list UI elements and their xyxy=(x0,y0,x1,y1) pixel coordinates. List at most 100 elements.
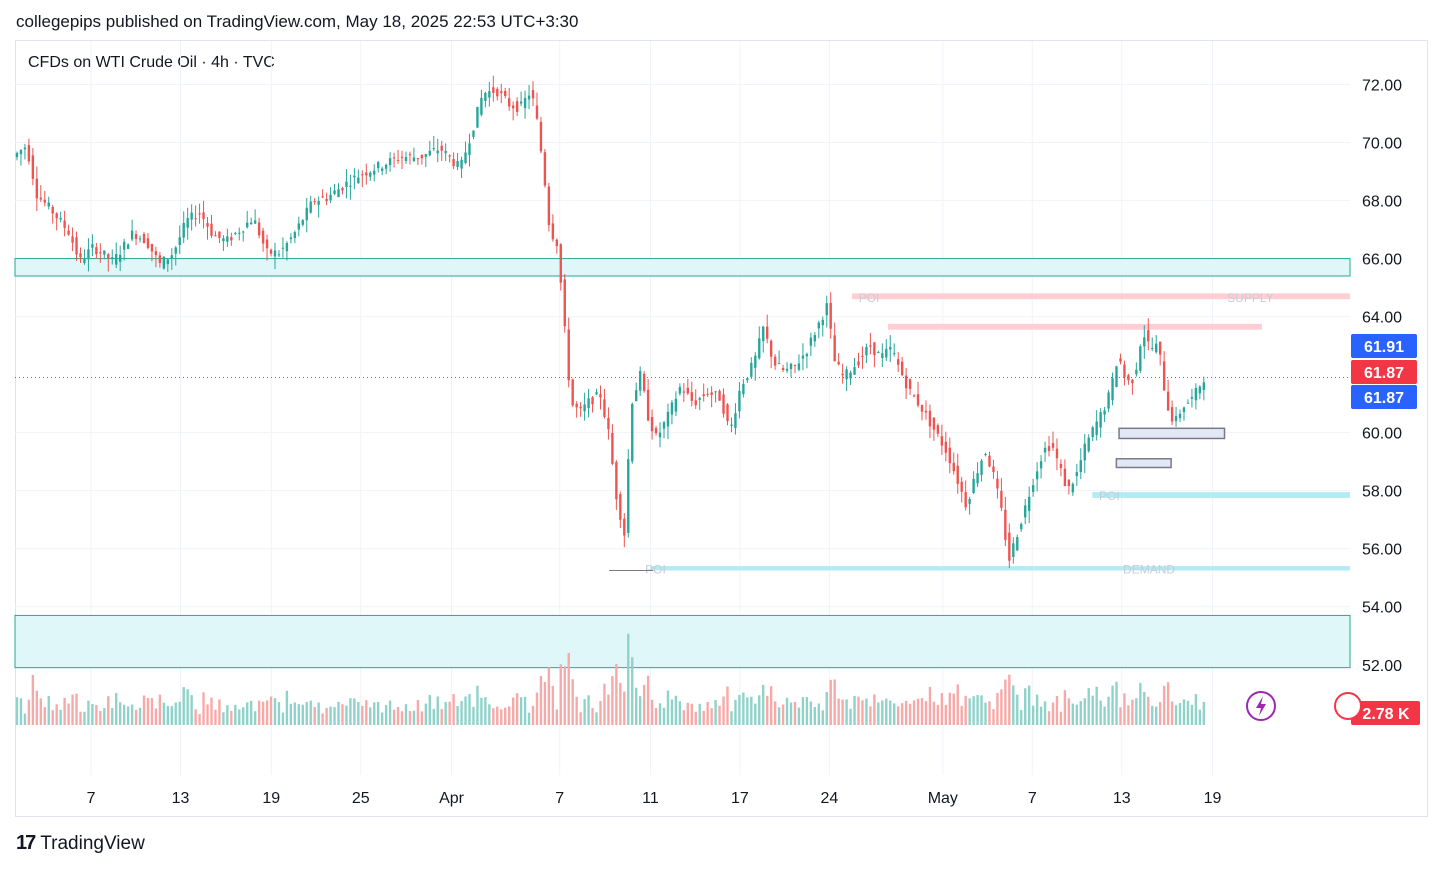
candle-body[interactable] xyxy=(59,217,62,220)
candle-body[interactable] xyxy=(789,363,793,369)
candle-body[interactable] xyxy=(559,244,562,283)
candle-body[interactable] xyxy=(992,466,995,473)
candle-body[interactable] xyxy=(722,394,725,414)
candle-body[interactable] xyxy=(134,234,138,239)
candle-body[interactable] xyxy=(714,391,717,393)
candle-body[interactable] xyxy=(496,88,499,97)
candle-body[interactable] xyxy=(1119,358,1122,362)
candle-body[interactable] xyxy=(130,230,134,240)
candle-body[interactable] xyxy=(1127,375,1130,381)
flag-icon[interactable] xyxy=(1334,692,1362,720)
candle-body[interactable] xyxy=(944,441,948,453)
candle-body[interactable] xyxy=(126,244,130,249)
candle-body[interactable] xyxy=(718,390,721,401)
candle-body[interactable] xyxy=(392,157,396,159)
candle-body[interactable] xyxy=(226,236,229,242)
candle-body[interactable] xyxy=(797,363,801,370)
candle-body[interactable] xyxy=(456,161,459,167)
candle-body[interactable] xyxy=(488,91,491,98)
candle-body[interactable] xyxy=(861,355,864,357)
candle-body[interactable] xyxy=(400,156,404,158)
candle-body[interactable] xyxy=(325,198,328,202)
candle-body[interactable] xyxy=(1012,543,1015,557)
candle-body[interactable] xyxy=(1087,437,1090,452)
candle-body[interactable] xyxy=(988,455,991,467)
candle-body[interactable] xyxy=(353,175,356,178)
candle-body[interactable] xyxy=(1139,346,1142,371)
candle-body[interactable] xyxy=(1059,463,1063,469)
candle-body[interactable] xyxy=(603,399,606,417)
candle-body[interactable] xyxy=(825,303,828,316)
candle-body[interactable] xyxy=(230,237,233,241)
candle-body[interactable] xyxy=(416,158,420,160)
candle-body[interactable] xyxy=(301,220,304,225)
candle-body[interactable] xyxy=(31,155,35,179)
candle-body[interactable] xyxy=(265,239,269,249)
candle-body[interactable] xyxy=(631,403,634,462)
candle-body[interactable] xyxy=(47,202,50,207)
candle-body[interactable] xyxy=(547,186,551,226)
candle-body[interactable] xyxy=(1147,330,1150,342)
candle-body[interactable] xyxy=(575,403,578,408)
candle-body[interactable] xyxy=(1186,402,1190,404)
candle-body[interactable] xyxy=(996,478,999,489)
candle-body[interactable] xyxy=(1027,496,1031,511)
candle-body[interactable] xyxy=(1190,396,1194,399)
candle-body[interactable] xyxy=(218,231,221,238)
candle-body[interactable] xyxy=(51,206,54,214)
candle-body[interactable] xyxy=(317,200,320,205)
candle-body[interactable] xyxy=(690,392,693,401)
candle-body[interactable] xyxy=(289,237,293,240)
candle-body[interactable] xyxy=(71,236,74,243)
candle-body[interactable] xyxy=(1075,472,1079,477)
candle-body[interactable] xyxy=(1067,479,1071,487)
candle-body[interactable] xyxy=(758,338,761,359)
candle-body[interactable] xyxy=(1047,446,1051,452)
candle-body[interactable] xyxy=(563,279,566,327)
candle-body[interactable] xyxy=(273,250,277,257)
candle-body[interactable] xyxy=(920,404,924,412)
candle-body[interactable] xyxy=(424,154,428,157)
candle-body[interactable] xyxy=(607,417,610,430)
candle-body[interactable] xyxy=(912,395,916,397)
candle-body[interactable] xyxy=(1035,471,1039,480)
candle-body[interactable] xyxy=(150,243,154,252)
candle-body[interactable] xyxy=(361,174,364,176)
candle-body[interactable] xyxy=(43,199,46,203)
candle-body[interactable] xyxy=(1111,378,1114,401)
candle-body[interactable] xyxy=(964,492,967,508)
candle-body[interactable] xyxy=(333,190,336,195)
candle-body[interactable] xyxy=(746,378,749,381)
candle-body[interactable] xyxy=(257,222,261,236)
candle-body[interactable] xyxy=(35,178,39,199)
candle-body[interactable] xyxy=(1063,468,1067,487)
candle-body[interactable] xyxy=(1143,337,1146,347)
candle-body[interactable] xyxy=(1202,382,1206,391)
candle-body[interactable] xyxy=(837,361,840,365)
candle-body[interactable] xyxy=(742,383,745,395)
candle-body[interactable] xyxy=(706,393,709,395)
candle-body[interactable] xyxy=(893,353,896,355)
candle-body[interactable] xyxy=(956,465,959,484)
candle-body[interactable] xyxy=(115,254,118,265)
candle-body[interactable] xyxy=(539,121,543,152)
candle-body[interactable] xyxy=(829,302,832,329)
candle-body[interactable] xyxy=(1194,387,1198,401)
candle-body[interactable] xyxy=(194,218,197,220)
candle-body[interactable] xyxy=(980,460,983,475)
candle-body[interactable] xyxy=(182,222,185,238)
candle-body[interactable] xyxy=(305,207,308,221)
candle-body[interactable] xyxy=(845,369,848,380)
candle-body[interactable] xyxy=(1095,421,1098,435)
zone-demand-zone[interactable] xyxy=(650,566,1350,571)
candle-body[interactable] xyxy=(1031,485,1035,492)
candle-body[interactable] xyxy=(186,218,189,228)
candle-body[interactable] xyxy=(527,95,531,100)
candle-body[interactable] xyxy=(531,90,535,99)
candle-body[interactable] xyxy=(79,253,82,258)
candle-body[interactable] xyxy=(118,254,122,262)
candle-body[interactable] xyxy=(857,361,860,366)
candle-body[interactable] xyxy=(583,404,586,412)
candle-body[interactable] xyxy=(785,368,789,371)
candle-body[interactable] xyxy=(543,152,547,186)
